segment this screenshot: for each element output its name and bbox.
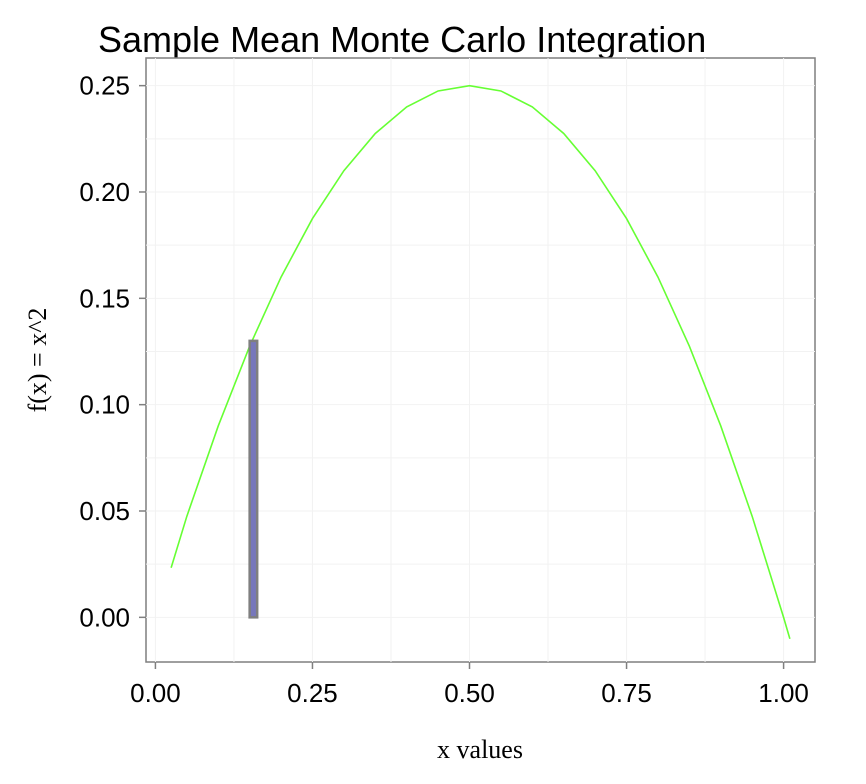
x-tick-label: 0.75 bbox=[601, 678, 652, 708]
y-tick-label: 0.05 bbox=[79, 496, 130, 526]
chart-title: Sample Mean Monte Carlo Integration bbox=[98, 19, 706, 60]
axis-ticks: 0.00 0.25 0.50 0.75 1.00 0.00 0.05 0.10 0.15 0.20… bbox=[79, 71, 809, 708]
x-axis-label: x values bbox=[437, 735, 523, 764]
series-line bbox=[170, 84, 791, 640]
plot-panel bbox=[145, 57, 816, 663]
y-tick-label: 0.10 bbox=[79, 390, 130, 420]
y-tick-label: 0.15 bbox=[79, 283, 130, 313]
data-marks bbox=[170, 84, 791, 640]
x-tick-label: 0.00 bbox=[130, 678, 181, 708]
x-tick-label: 0.50 bbox=[444, 678, 495, 708]
y-tick-label: 0.00 bbox=[79, 602, 130, 632]
y-tick-label: 0.25 bbox=[79, 71, 130, 101]
sample-bar bbox=[248, 339, 259, 619]
x-tick-label: 1.00 bbox=[758, 678, 809, 708]
x-tick-label: 0.25 bbox=[287, 678, 338, 708]
y-tick-label: 0.20 bbox=[79, 177, 130, 207]
y-axis-label: f(x) = x^2 bbox=[23, 308, 52, 413]
